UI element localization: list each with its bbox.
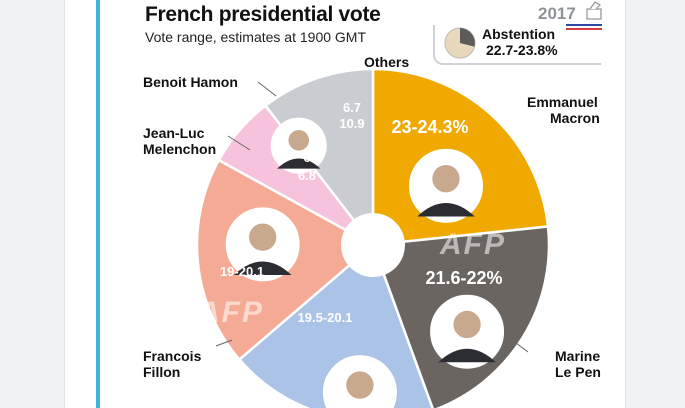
label-fillon: Francois Fillon [143, 348, 202, 380]
leader-line [215, 339, 233, 347]
chart-title: French presidential vote [145, 3, 381, 26]
portrait-face-macron [432, 164, 460, 193]
watermark-afp: AFP [198, 296, 264, 329]
abstention-pie-icon [444, 27, 476, 59]
leader-line [257, 81, 277, 97]
portrait-face-hamon [288, 130, 310, 151]
label-macron: Emmanuel Macron [527, 94, 600, 126]
portrait-face-fillon [346, 371, 374, 399]
value-label-hamon: 6 [303, 150, 310, 165]
portrait-face-melenchon [249, 223, 277, 251]
portrait-body-melenchon [233, 261, 292, 275]
value-label-others: 10.9 [339, 116, 364, 131]
election-year-logo: 2017 [538, 4, 576, 23]
value-label-melenchon: 19-20.1 [220, 264, 264, 279]
value-label-macron: 23-24.3% [391, 117, 468, 137]
label-hamon: Benoit Hamon [143, 74, 238, 90]
abstention-box [433, 25, 601, 65]
ballot-icon [586, 1, 602, 20]
chart-subtitle: Vote range, estimates at 1900 GMT [145, 29, 367, 45]
portrait-body-hamon [277, 158, 321, 169]
value-label-hamon: 6.8 [298, 168, 316, 183]
portrait-face-le-pen [453, 310, 481, 339]
pie-center-hole [341, 213, 405, 277]
label-le-pen: Marine Le Pen [555, 348, 601, 380]
tricolor-stripe [566, 24, 602, 30]
label-others: Others [364, 54, 410, 70]
value-label-le-pen: 21.6-22% [425, 268, 502, 288]
value-label-others: 6.7 [343, 100, 361, 115]
portrait-body-le-pen [438, 348, 496, 363]
leader-line [227, 135, 251, 151]
watermark-afp: AFP [440, 228, 506, 261]
value-label-fillon: 19.5-20.1 [298, 310, 353, 325]
abstention-value: 22.7-23.8% [486, 42, 558, 58]
abstention-label: Abstention [482, 26, 556, 42]
accent-bar [96, 0, 100, 408]
label-melenchon: Jean-Luc Melenchon [143, 125, 217, 157]
portrait-body-macron [417, 202, 475, 217]
leader-line [511, 339, 529, 353]
